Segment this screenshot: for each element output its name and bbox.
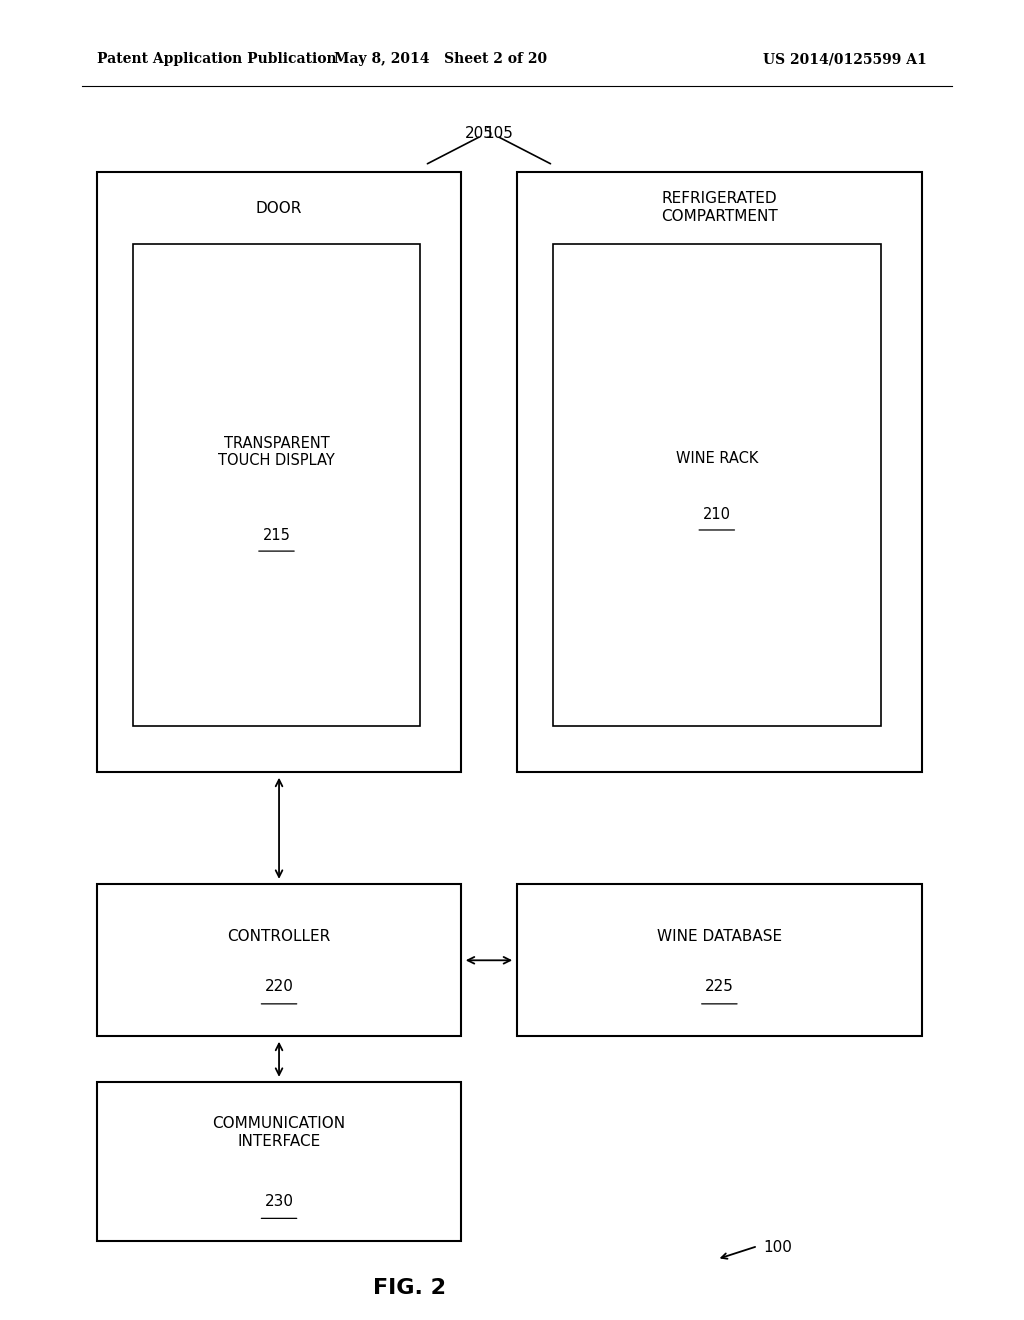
Text: Patent Application Publication: Patent Application Publication xyxy=(97,53,337,66)
Text: 205: 205 xyxy=(465,125,494,141)
Text: WINE DATABASE: WINE DATABASE xyxy=(656,929,782,944)
Bar xyxy=(553,244,881,726)
Bar xyxy=(97,884,461,1036)
Text: TRANSPARENT
TOUCH DISPLAY: TRANSPARENT TOUCH DISPLAY xyxy=(218,436,335,469)
Bar xyxy=(97,1082,461,1241)
Bar xyxy=(133,244,420,726)
Text: COMMUNICATION
INTERFACE: COMMUNICATION INTERFACE xyxy=(212,1117,346,1148)
Text: May 8, 2014   Sheet 2 of 20: May 8, 2014 Sheet 2 of 20 xyxy=(334,53,547,66)
Text: US 2014/0125599 A1: US 2014/0125599 A1 xyxy=(763,53,927,66)
Bar xyxy=(517,884,922,1036)
Text: 220: 220 xyxy=(264,979,294,994)
Text: 105: 105 xyxy=(484,125,513,141)
Text: DOOR: DOOR xyxy=(256,201,302,215)
Bar xyxy=(517,172,922,772)
Text: 230: 230 xyxy=(264,1193,294,1209)
Text: FIG. 2: FIG. 2 xyxy=(373,1278,446,1299)
Text: 225: 225 xyxy=(705,979,734,994)
Text: WINE RACK: WINE RACK xyxy=(676,451,758,466)
Text: REFRIGERATED
COMPARTMENT: REFRIGERATED COMPARTMENT xyxy=(660,191,778,224)
Bar xyxy=(97,172,461,772)
Text: 210: 210 xyxy=(702,507,731,521)
Text: 100: 100 xyxy=(763,1239,792,1255)
Text: 215: 215 xyxy=(262,528,291,543)
Text: CONTROLLER: CONTROLLER xyxy=(227,929,331,944)
